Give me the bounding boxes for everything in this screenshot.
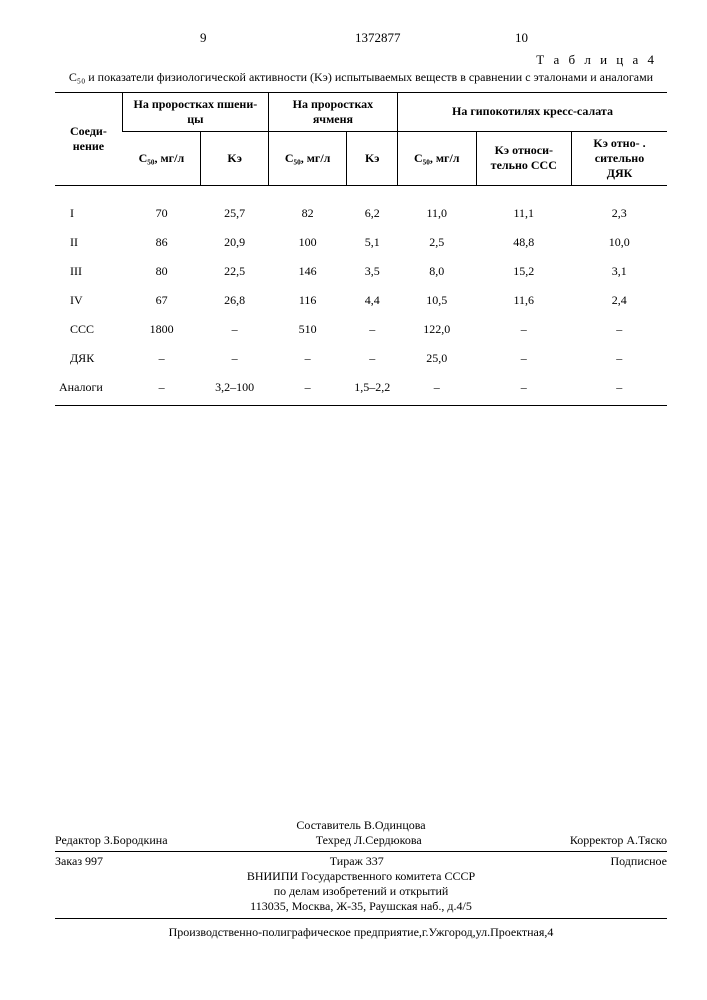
cell: 67 bbox=[122, 286, 201, 315]
cell: 48,8 bbox=[476, 228, 571, 257]
cell: 1800 bbox=[122, 315, 201, 344]
cell: 70 bbox=[122, 185, 201, 228]
cell: 122,0 bbox=[397, 315, 476, 344]
col-header-g1c1: C₅₀, мг/л bbox=[122, 131, 201, 185]
cell: 15,2 bbox=[476, 257, 571, 286]
cell: 22,5 bbox=[201, 257, 268, 286]
cell: – bbox=[347, 344, 398, 373]
cell: 116 bbox=[268, 286, 347, 315]
col-header-g1c2: Kэ bbox=[201, 131, 268, 185]
techred: Техред Л.Сердюкова bbox=[316, 833, 422, 848]
table-caption: C₅₀ и показатели физиологической активно… bbox=[55, 70, 667, 86]
cell: – bbox=[122, 373, 201, 406]
page-num-left: 9 bbox=[200, 30, 207, 46]
col-header-g2c1: C₅₀, мг/л bbox=[268, 131, 347, 185]
org2: по делам изобретений и открытий bbox=[55, 884, 667, 899]
cell: 20,9 bbox=[201, 228, 268, 257]
col-header-g3c3: Kэ отно- . сительно ДЯК bbox=[572, 131, 668, 185]
cell: 5,1 bbox=[347, 228, 398, 257]
tirazh: Тираж 337 bbox=[330, 854, 384, 869]
table-row: CCC1800–510–122,0–– bbox=[55, 315, 667, 344]
cell: – bbox=[572, 373, 668, 406]
cell: 11,0 bbox=[397, 185, 476, 228]
cell: 2,5 bbox=[397, 228, 476, 257]
col-group-wheat: На проростках пшени- цы bbox=[122, 92, 268, 131]
table-row: Аналоги–3,2–100–1,5–2,2––– bbox=[55, 373, 667, 406]
col-group-cress: На гипокотилях кресс-салата bbox=[397, 92, 667, 131]
col-header-g3c2: Kэ относи- тельно CCC bbox=[476, 131, 571, 185]
cell: 11,1 bbox=[476, 185, 571, 228]
table-body: I7025,7826,211,011,12,3 II8620,91005,12,… bbox=[55, 185, 667, 405]
doc-number: 1372877 bbox=[355, 30, 401, 46]
cell: IV bbox=[55, 286, 122, 315]
cell: – bbox=[201, 344, 268, 373]
data-table: Соеди- нение На проростках пшени- цы На … bbox=[55, 92, 667, 406]
cell: – bbox=[268, 344, 347, 373]
col-header-g3c1: C₅₀, мг/л bbox=[397, 131, 476, 185]
printer: Производственно-полиграфическое предприя… bbox=[55, 922, 667, 940]
table-label: Т а б л и ц а 4 bbox=[55, 52, 667, 68]
cell: – bbox=[347, 315, 398, 344]
table-row: IV6726,81164,410,511,62,4 bbox=[55, 286, 667, 315]
cell: – bbox=[572, 315, 668, 344]
order: Заказ 997 bbox=[55, 854, 103, 869]
cell: 26,8 bbox=[201, 286, 268, 315]
cell: – bbox=[476, 315, 571, 344]
cell: – bbox=[397, 373, 476, 406]
table-row: I7025,7826,211,011,12,3 bbox=[55, 185, 667, 228]
cell: 510 bbox=[268, 315, 347, 344]
cell: – bbox=[572, 344, 668, 373]
cell: II bbox=[55, 228, 122, 257]
cell: I bbox=[55, 185, 122, 228]
table-row: II8620,91005,12,548,810,0 bbox=[55, 228, 667, 257]
editor: Редактор З.Бородкина bbox=[55, 833, 168, 848]
cell: 25,7 bbox=[201, 185, 268, 228]
cell: III bbox=[55, 257, 122, 286]
cell: 100 bbox=[268, 228, 347, 257]
cell: – bbox=[476, 344, 571, 373]
cell: – bbox=[268, 373, 347, 406]
cell: 25,0 bbox=[397, 344, 476, 373]
cell: 6,2 bbox=[347, 185, 398, 228]
top-page-numbers: 9 1372877 10 bbox=[55, 30, 667, 50]
cell: 10,0 bbox=[572, 228, 668, 257]
org1: ВНИИПИ Государственного комитета СССР bbox=[55, 869, 667, 884]
subscription: Подписное bbox=[610, 854, 667, 869]
credits-block: Составитель В.Одинцова Редактор З.Бородк… bbox=[55, 818, 667, 940]
corrector: Корректор А.Тяско bbox=[570, 833, 667, 848]
cell: 2,4 bbox=[572, 286, 668, 315]
cell: 8,0 bbox=[397, 257, 476, 286]
table-row: ДЯК––––25,0–– bbox=[55, 344, 667, 373]
cell: 86 bbox=[122, 228, 201, 257]
cell: 3,2–100 bbox=[201, 373, 268, 406]
cell: 3,5 bbox=[347, 257, 398, 286]
cell: 1,5–2,2 bbox=[347, 373, 398, 406]
cell: ДЯК bbox=[55, 344, 122, 373]
col-group-barley: На проростках ячменя bbox=[268, 92, 397, 131]
cell: Аналоги bbox=[55, 373, 122, 406]
cell: 82 bbox=[268, 185, 347, 228]
cell: 3,1 bbox=[572, 257, 668, 286]
cell: CCC bbox=[55, 315, 122, 344]
cell: 11,6 bbox=[476, 286, 571, 315]
col-header-compound: Соеди- нение bbox=[55, 92, 122, 185]
cell: 2,3 bbox=[572, 185, 668, 228]
table-row: III8022,51463,58,015,23,1 bbox=[55, 257, 667, 286]
cell: – bbox=[201, 315, 268, 344]
col-header-g2c2: Kэ bbox=[347, 131, 398, 185]
page-num-right: 10 bbox=[515, 30, 528, 46]
cell: 146 bbox=[268, 257, 347, 286]
cell: – bbox=[122, 344, 201, 373]
compiler: Составитель В.Одинцова bbox=[55, 818, 667, 833]
cell: 10,5 bbox=[397, 286, 476, 315]
cell: – bbox=[476, 373, 571, 406]
cell: 4,4 bbox=[347, 286, 398, 315]
address: 113035, Москва, Ж-35, Раушская наб., д.4… bbox=[55, 899, 667, 914]
cell: 80 bbox=[122, 257, 201, 286]
